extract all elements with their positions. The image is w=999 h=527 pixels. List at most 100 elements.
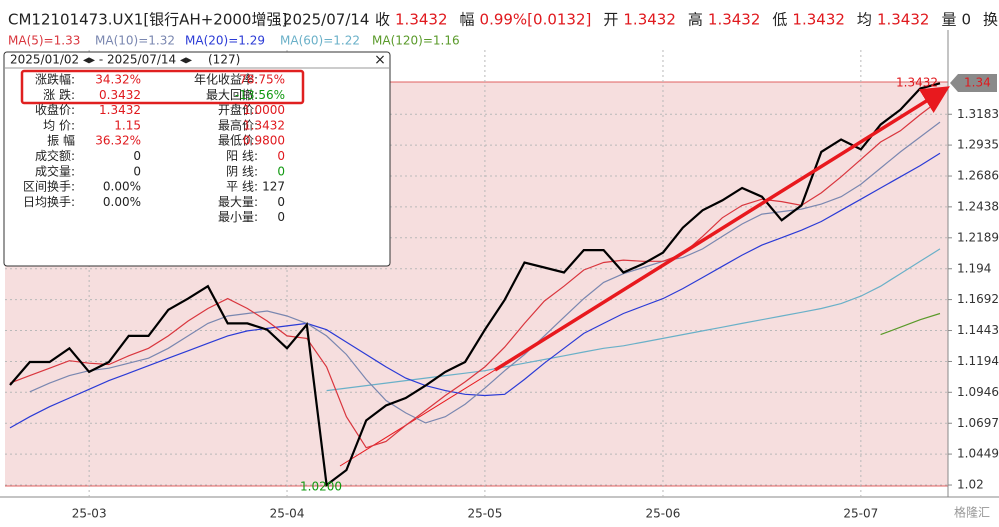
stat-value: 36.32%	[95, 134, 141, 148]
stat-label: 振 幅	[47, 133, 75, 148]
stat-label: 收盘价:	[35, 102, 75, 117]
y-tick-label: 1.2686	[957, 169, 999, 183]
y-tick-label: 1.0946	[957, 385, 999, 399]
y-tick-label: 1.2438	[957, 199, 999, 213]
stat-value: 127	[262, 180, 285, 194]
y-tick-label: 1.0449	[957, 447, 999, 461]
stat-value: 0.9800	[243, 134, 285, 148]
header: CM12101473.UX1[银行AH+2000增强]2025/07/14 收 1.…	[8, 11, 998, 29]
last-price-label: 1.34	[964, 76, 991, 90]
stat-label: 均 价:	[43, 118, 75, 132]
field-value: 1.3432	[877, 11, 930, 29]
last-price-tag	[950, 74, 997, 92]
stat-label: 开盘价:	[218, 102, 258, 117]
stats-count: (127)	[208, 53, 240, 67]
field-label: 高	[688, 11, 703, 29]
y-tick-label: 1.2189	[957, 230, 999, 244]
stats-panel	[3, 51, 391, 267]
symbol: CM12101473.UX1[银行AH+2000增强]	[8, 11, 287, 29]
stat-label: 涨跌幅:	[35, 72, 75, 87]
stat-value: 1.3432	[243, 118, 285, 132]
stat-label: 日均换手:	[23, 195, 75, 209]
plot	[9, 82, 941, 488]
stat-value: 0	[277, 195, 285, 209]
stat-value: 0	[277, 149, 285, 163]
y-tick-label: 1.0697	[957, 416, 999, 430]
field-value: 1.3432	[395, 11, 448, 29]
stat-value: 0	[133, 149, 141, 163]
y-tick-label: 1.1692	[957, 292, 999, 306]
stat-value: 0.3432	[99, 88, 141, 102]
watermark: 格隆汇	[954, 505, 990, 520]
legend-item: MA(120)=1.16	[372, 34, 460, 48]
field-label: 低	[772, 11, 787, 29]
stat-label: 最大量:	[218, 195, 258, 209]
field-label: 均	[857, 11, 872, 29]
legend-item: MA(10)=1.32	[95, 34, 175, 48]
y-tick-label: 1.02	[957, 478, 984, 492]
y-tick-label: 1.3183	[957, 107, 999, 121]
stat-label: 最大回撤:	[206, 87, 258, 102]
ma-line	[880, 312, 941, 336]
close-button[interactable]: ×	[374, 52, 386, 68]
x-tick-label: 25-05	[467, 507, 502, 521]
stat-value: 0.00%	[103, 180, 141, 194]
trend-arrow	[494, 86, 950, 372]
y-tick-label: 1.2935	[957, 138, 999, 152]
field-label: 开	[603, 11, 618, 29]
stat-label: 成交量:	[35, 163, 75, 178]
stat-label: 阴 线:	[226, 164, 258, 178]
x-tick-label: 25-03	[72, 507, 107, 521]
x-tick-label: 25-06	[646, 507, 681, 521]
stats-rows: 涨跌幅: 34.32% 涨 跌: 0.3432 收盘价: 1.3432 均 价: 1.15 振 …	[23, 72, 285, 225]
legend-item: MA(5)=1.33	[8, 34, 80, 48]
trend-guide	[339, 369, 496, 467]
high-label: 1.3432	[896, 76, 938, 90]
field-label: 换	[983, 11, 998, 29]
legend-item: MA(20)=1.29	[185, 34, 265, 48]
legend: MA(5)=1.33 MA(10)=1.32 MA(20)=1.29 MA(60)=1…	[8, 34, 460, 48]
field-value: 0.99%[0.0132]	[480, 11, 592, 29]
stat-label: 平 线:	[226, 180, 258, 194]
y-tick-label: 1.1194	[957, 354, 999, 368]
stat-label: 最高价:	[218, 117, 258, 132]
stat-value: 0	[277, 164, 285, 178]
stat-label: 最低价:	[218, 134, 258, 148]
y-tick-label: 1.194	[957, 261, 991, 275]
ma-line	[29, 121, 941, 424]
stat-value: 1.0000	[243, 103, 285, 117]
stat-value: 78.75%	[239, 73, 285, 87]
stat-label: 年化收益率:	[194, 72, 258, 87]
legend-item: MA(60)=1.22	[280, 34, 360, 48]
stats-range: 2025/01/02 ◂▸ - 2025/07/14 ◂▸	[10, 53, 192, 67]
price-line	[9, 82, 941, 488]
stat-value: 0	[277, 210, 285, 224]
field-value: 1.3432	[792, 11, 845, 29]
ma-line	[9, 152, 941, 429]
stat-label: 成交额:	[35, 148, 75, 163]
stat-value: 0.00%	[103, 195, 141, 209]
stat-label: 最小量:	[218, 210, 258, 224]
field-label: 量	[941, 11, 956, 29]
field-label: 收	[375, 11, 390, 29]
stat-value: 0	[133, 164, 141, 178]
ma-line	[9, 99, 941, 449]
field-value: 1.3432	[708, 11, 761, 29]
field-value: 0	[961, 11, 971, 29]
stat-value: 1.3432	[99, 103, 141, 117]
stat-value: -13.56%	[235, 88, 285, 102]
highlight-box	[20, 69, 305, 105]
x-tick-label: 25-07	[843, 507, 878, 521]
low-label: 1.0200	[300, 480, 342, 494]
date: 2025/07/14	[283, 11, 369, 29]
stat-value: 1.15	[114, 118, 141, 132]
field-label: 幅	[460, 11, 475, 29]
stat-label: 阳 线:	[226, 149, 258, 163]
stat-label: 区间换手:	[23, 180, 75, 194]
x-tick-label: 25-04	[270, 507, 305, 521]
stat-label: 涨 跌:	[43, 87, 75, 102]
field-value: 1.3432	[623, 11, 676, 29]
ma-line	[326, 248, 941, 392]
stat-value: 34.32%	[95, 73, 141, 87]
